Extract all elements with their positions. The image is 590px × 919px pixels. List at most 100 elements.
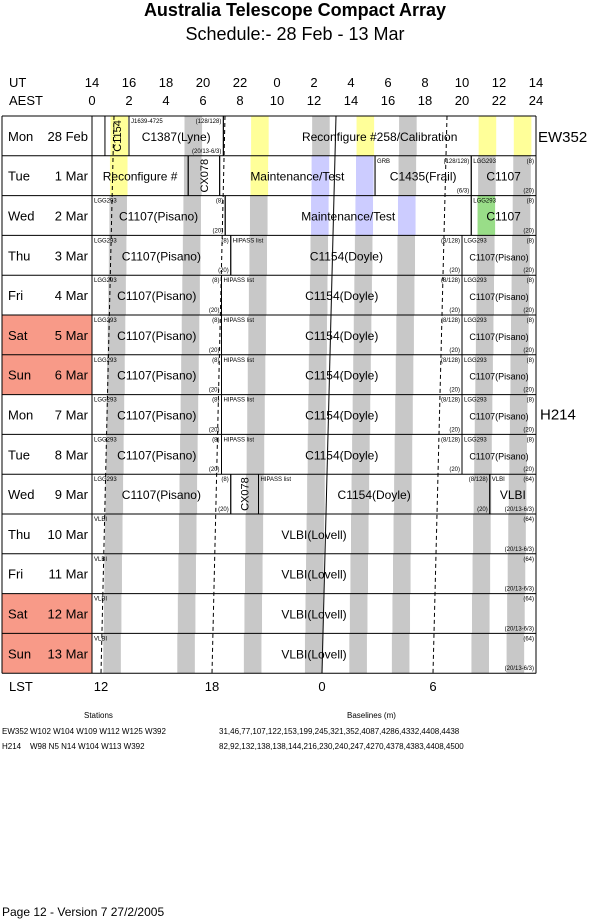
day-date: 7 Mar xyxy=(55,408,89,423)
day-date: 6 Mar xyxy=(55,368,89,383)
lst-stripe xyxy=(475,354,493,395)
ut-tick-label: 14 xyxy=(84,75,100,90)
lst-stripe xyxy=(182,275,200,315)
lst-stripe xyxy=(354,235,373,276)
block-channels: (8) xyxy=(527,278,534,284)
block-label: C1107(Pisano) xyxy=(469,252,528,262)
day-name: Thu xyxy=(8,248,30,263)
block-channels: (8/128) xyxy=(441,398,460,404)
lst-stripe xyxy=(246,474,264,514)
day-name: Mon xyxy=(8,408,33,423)
config-name: EW352 xyxy=(2,727,29,736)
block-label: Maintenance/Test xyxy=(250,170,345,184)
block-label: VLBI(Lovell) xyxy=(281,608,346,622)
lst-12-line xyxy=(100,115,115,674)
block-band: (20/13-6/3) xyxy=(192,149,221,155)
block-label: C1107 xyxy=(486,170,521,184)
day-date: 3 Mar xyxy=(55,248,89,263)
aest-tick-label: 16 xyxy=(380,93,396,108)
lst-axis-label: LST xyxy=(9,679,33,694)
lst-stripe xyxy=(391,633,410,674)
lst-stripe xyxy=(395,394,413,435)
block-label: C1107(Pisano) xyxy=(117,289,196,303)
block-source: HIPASS list xyxy=(224,278,255,284)
block-channels: (8) xyxy=(221,238,228,244)
day-date: 1 Mar xyxy=(55,169,89,184)
block-label: VLBI xyxy=(500,488,526,502)
lst-stripe xyxy=(109,195,127,236)
block-label: C1154(Doyle) xyxy=(305,409,378,423)
page-title: Australia Telescope Compact Array xyxy=(143,0,447,20)
block-label: C1154(Doyle) xyxy=(310,249,383,263)
config-stations: W102 W104 W109 W112 W125 W392 xyxy=(30,727,166,736)
block-channels: (8/128) xyxy=(441,238,460,244)
lst-stripe xyxy=(471,593,490,634)
block-label: C1107(Pisano) xyxy=(117,448,196,462)
lst-stripe xyxy=(106,394,125,435)
block-channels: (64) xyxy=(523,636,534,642)
day-name: Wed xyxy=(8,209,35,224)
block-label: C1154 xyxy=(112,120,124,152)
config-label: H214 xyxy=(540,407,576,424)
block-channels: (8) xyxy=(216,199,223,205)
block-band: (20/13-6/3) xyxy=(505,666,534,672)
lst-stripe xyxy=(512,235,530,276)
block-channels: (8) xyxy=(212,358,219,364)
lst-stripe xyxy=(248,275,267,315)
lst-stripe xyxy=(307,434,326,475)
block-label: C1107(Pisano) xyxy=(117,329,196,343)
day-date: 5 Mar xyxy=(55,328,89,343)
lst-stripe xyxy=(399,116,417,156)
lst-stripe xyxy=(355,195,374,236)
block-label: C1154(Doyle) xyxy=(305,369,378,383)
lst-stripe xyxy=(349,633,367,674)
block-label: C1107(Pisano) xyxy=(469,292,528,302)
block-channels: (8) xyxy=(212,318,219,324)
block-source: J1639-4725 xyxy=(131,119,163,125)
lst-stripe xyxy=(396,315,414,355)
lst-stripe xyxy=(250,155,269,196)
block-band: (20) xyxy=(523,228,534,234)
block-source: LGG293 xyxy=(464,358,487,364)
lst-stripe xyxy=(508,474,527,514)
lst-tick-label: 6 xyxy=(429,679,437,694)
lst-stripe xyxy=(246,434,265,475)
aest-tick-label: 2 xyxy=(125,93,133,108)
lst-stripe xyxy=(103,633,121,674)
ut-axis-label: UT xyxy=(9,75,27,90)
lst-stripe xyxy=(471,633,490,674)
block-source: LGG293 xyxy=(464,437,487,443)
config-baselines: 82,92,132,138,138,144,216,230,240,247,42… xyxy=(219,742,464,751)
lst-stripe xyxy=(398,155,417,196)
lst-stripe xyxy=(351,514,369,554)
block-band: (20) xyxy=(477,507,488,513)
lst-stripe xyxy=(312,116,330,156)
lst-stripe xyxy=(184,116,203,156)
lst-stripe xyxy=(349,593,368,634)
block-band: (20) xyxy=(209,388,220,394)
block-source: LGG293 xyxy=(464,278,487,284)
block-band: (20) xyxy=(449,467,460,473)
lst-stripe xyxy=(107,315,126,355)
block-band: (20/13-6/3) xyxy=(505,507,534,513)
block-label: C1154(Doyle) xyxy=(305,448,378,462)
lst-stripe xyxy=(177,593,196,634)
block-channels: (8) xyxy=(527,238,534,244)
lst-stripe xyxy=(249,195,268,236)
block-band: (20) xyxy=(449,427,460,433)
aest-tick-label: 6 xyxy=(199,93,207,108)
block-channels: (8/128) xyxy=(469,477,488,483)
block-band: (20) xyxy=(523,308,534,314)
block-band: (20) xyxy=(449,348,460,354)
lst-stripe xyxy=(395,354,414,395)
aest-tick-label: 0 xyxy=(88,93,96,108)
day-date: 12 Mar xyxy=(48,607,89,622)
day-name: Fri xyxy=(8,288,23,303)
lst-stripe xyxy=(508,514,526,554)
lst-stripe xyxy=(311,155,330,196)
lst-stripe xyxy=(304,633,323,674)
day-date: 4 Mar xyxy=(55,288,89,303)
lst-stripe xyxy=(308,394,326,435)
day-name: Tue xyxy=(8,447,30,462)
lst-stripe xyxy=(396,275,415,315)
